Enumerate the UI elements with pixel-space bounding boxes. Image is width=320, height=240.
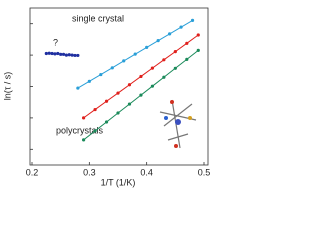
data-point [162, 75, 166, 79]
data-point [122, 59, 126, 63]
data-point [110, 66, 114, 70]
data-point [116, 91, 120, 95]
data-point [162, 58, 166, 62]
data-point [47, 51, 51, 55]
data-point [44, 51, 48, 56]
x-tick-label: 0.2 [26, 167, 39, 177]
y-axis-label: ln(τ / s) [2, 72, 12, 101]
data-point [82, 116, 86, 120]
x-tick-label: 0.5 [198, 167, 211, 177]
data-point [179, 25, 183, 29]
data-point [99, 72, 103, 77]
annotation: single crystal [72, 13, 124, 23]
chart: ln(τ / s) 1/T (1/K) single crystal ? pol… [2, 7, 211, 187]
data-point [87, 79, 91, 83]
plot-frame [29, 7, 209, 166]
data-point [168, 32, 172, 36]
data-point [190, 18, 195, 23]
data-point [61, 52, 66, 56]
data-point [133, 52, 137, 56]
data-point [150, 84, 154, 88]
data-point [127, 83, 132, 87]
data-point [82, 138, 86, 142]
data-point [150, 66, 154, 70]
x-tick-label: 0.3 [83, 167, 96, 177]
page: {"chart_data": {"type": "scatter", "x_la… [2, 7, 211, 188]
data-point [56, 51, 60, 56]
data-point [173, 66, 177, 70]
data-point [76, 86, 80, 90]
data-point [185, 41, 189, 45]
data-point [145, 45, 149, 50]
data-point [185, 57, 189, 61]
data-point [139, 74, 143, 79]
data-point [116, 111, 120, 115]
data-point [127, 102, 132, 106]
data-point [93, 129, 97, 133]
x-tick-label: 0.4 [140, 167, 153, 177]
annotation: polycrystals [56, 125, 104, 135]
data-point [196, 33, 200, 37]
data-point [104, 120, 109, 124]
data-point [67, 53, 71, 57]
data-point [139, 93, 143, 97]
data-point [64, 53, 68, 57]
data-point [53, 52, 57, 56]
data-point [59, 52, 63, 56]
data-point [73, 53, 77, 58]
data-point [104, 99, 109, 103]
data-point [50, 51, 54, 56]
data-point [173, 50, 177, 54]
data-point [196, 48, 200, 52]
molecule-illustration [159, 99, 197, 149]
data-point [93, 107, 97, 112]
data-point [156, 39, 160, 43]
data-point [76, 53, 80, 58]
data-point [70, 53, 74, 57]
annotation: ? [53, 37, 58, 47]
x-axis-label: 1/T (1/K) [101, 177, 136, 187]
